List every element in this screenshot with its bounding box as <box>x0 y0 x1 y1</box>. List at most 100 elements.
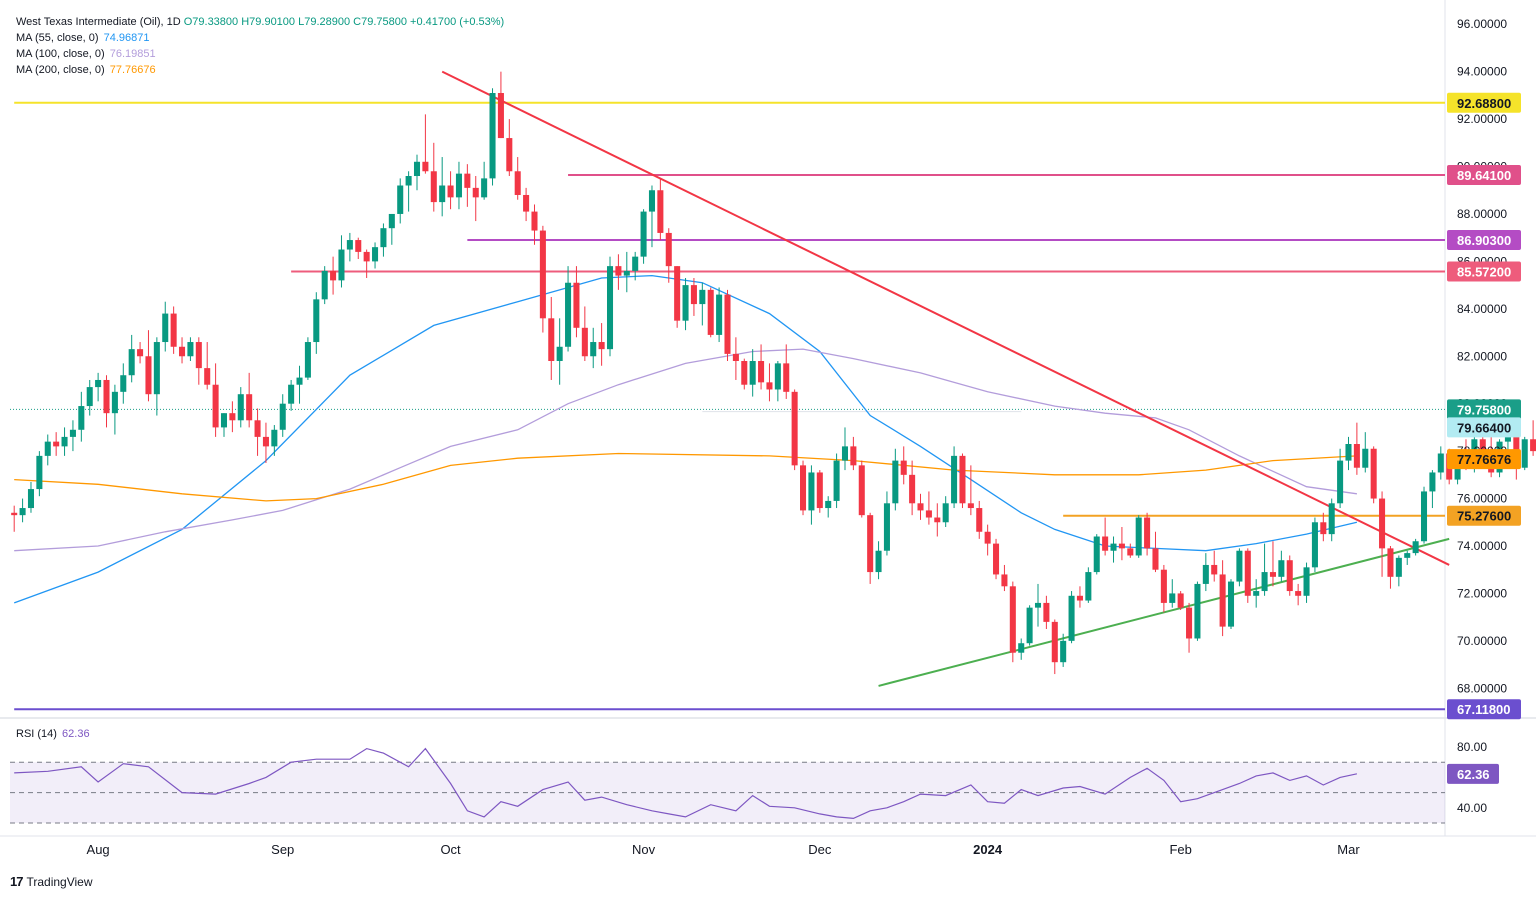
candle-body-120 <box>1018 643 1025 653</box>
candle-body-166 <box>1404 553 1411 558</box>
candle-body-56 <box>481 178 488 198</box>
level-label-5-bg <box>1447 699 1521 720</box>
candle-body-181 <box>1530 439 1536 452</box>
candle-body-42 <box>363 251 370 262</box>
candle-body-76 <box>648 190 655 212</box>
candle-body-13 <box>120 375 127 392</box>
candle-body-27 <box>237 394 244 421</box>
price-tick-12: 72.00000 <box>1457 586 1507 600</box>
candle-body-5 <box>53 441 60 447</box>
candle-body-28 <box>246 394 253 421</box>
level-label-0: 92.68800 <box>1457 96 1511 111</box>
candle-body-148 <box>1253 591 1260 596</box>
candle-body-31 <box>271 429 278 447</box>
price-tick-7: 82.00000 <box>1457 349 1507 363</box>
candle-body-132 <box>1118 543 1125 549</box>
candle-body-163 <box>1379 498 1386 549</box>
candle-body-67 <box>573 282 580 328</box>
candle-body-130 <box>1102 536 1109 551</box>
candle-body-175 <box>1479 439 1486 452</box>
ma55-value: 74.96871 <box>103 32 150 44</box>
candle-body-96 <box>816 472 823 509</box>
candles <box>11 71 1536 675</box>
candle-body-83 <box>707 289 714 335</box>
ohlc-values: O79.33800 H79.90100 L79.28900 C79.75800 … <box>183 16 505 28</box>
candle-body-60 <box>514 171 521 195</box>
candle-body-167 <box>1412 541 1419 554</box>
axis-label-0: 79.75800 <box>1457 402 1511 417</box>
candle-body-128 <box>1085 572 1092 601</box>
tradingview-brand[interactable]: 17 TradingView <box>10 874 93 889</box>
candle-body-115 <box>976 508 983 532</box>
candle-body-14 <box>128 349 135 376</box>
candle-body-41 <box>355 240 362 252</box>
candle-body-141 <box>1194 583 1201 639</box>
candle-body-170 <box>1437 453 1444 473</box>
candle-body-71 <box>606 266 614 350</box>
candle-body-135 <box>1144 517 1151 549</box>
candle-body-3 <box>36 455 43 490</box>
candle-body-107 <box>909 474 916 504</box>
price-axis[interactable]: 96.0000094.0000092.0000090.0000088.00000… <box>1447 17 1521 815</box>
candle-body-1 <box>19 508 26 516</box>
ma100-legend[interactable]: MA (100, close, 0) 76.19851 <box>16 48 156 60</box>
candle-body-160 <box>1353 444 1360 468</box>
rsi-tick-1: 40.00 <box>1457 801 1487 815</box>
candle-body-111 <box>942 503 949 523</box>
candle-body-143 <box>1211 564 1218 575</box>
candle-body-140 <box>1186 607 1193 639</box>
candle-body-85 <box>724 294 731 354</box>
candle-body-112 <box>951 455 958 504</box>
candle-body-118 <box>1001 574 1008 587</box>
candle-body-169 <box>1429 472 1436 492</box>
candle-body-0 <box>11 512 18 516</box>
candle-body-165 <box>1395 557 1402 577</box>
candle-body-124 <box>1051 621 1058 663</box>
candle-body-34 <box>296 377 303 385</box>
candle-body-65 <box>556 346 563 361</box>
candle-body-57 <box>489 93 496 179</box>
rsi-legend[interactable]: RSI (14) 62.36 <box>16 728 90 740</box>
candle-body-23 <box>204 368 211 385</box>
symbol-header: West Texas Intermediate (Oil), 1D O79.33… <box>16 16 504 28</box>
candle-body-87 <box>741 361 748 385</box>
ma55-legend[interactable]: MA (55, close, 0) 74.96871 <box>16 32 150 44</box>
candle-body-100 <box>850 446 857 466</box>
candle-body-104 <box>883 503 890 551</box>
axis-label-2-bg <box>1447 449 1521 470</box>
candle-body-15 <box>137 349 144 357</box>
price-tick-11: 74.00000 <box>1457 539 1507 553</box>
ma100-label: MA (100, close, 0) <box>16 48 105 60</box>
candle-body-52 <box>447 185 454 198</box>
candle-body-102 <box>867 515 874 573</box>
rsi-band-fill <box>10 762 1445 823</box>
candle-body-103 <box>875 550 882 573</box>
candle-body-35 <box>304 342 311 378</box>
candle-body-51 <box>439 185 446 203</box>
candle-body-40 <box>346 240 353 250</box>
candle-body-94 <box>800 465 807 511</box>
candle-body-9 <box>86 387 93 407</box>
axis-label-1: 79.66400 <box>1457 420 1511 435</box>
rsi-line <box>14 747 1358 820</box>
candle-body-172 <box>1454 460 1461 480</box>
level-label-2: 86.90300 <box>1457 233 1511 248</box>
candle-body-136 <box>1152 548 1159 570</box>
ma200-legend[interactable]: MA (200, close, 0) 77.76676 <box>16 64 156 76</box>
level-label-4-bg <box>1447 505 1521 526</box>
candle-body-180 <box>1521 439 1528 468</box>
horizontal-levels <box>10 101 1445 711</box>
candle-body-72 <box>615 266 622 276</box>
candle-body-147 <box>1244 550 1251 596</box>
candle-body-73 <box>623 270 630 276</box>
candle-body-47 <box>405 176 412 186</box>
time-axis[interactable]: Aug Sep Oct Nov Dec 2024 Feb Mar <box>87 842 1361 857</box>
candle-body-68 <box>581 327 588 357</box>
candle-body-62 <box>531 211 538 231</box>
candle-body-50 <box>430 171 437 203</box>
candle-body-11 <box>103 379 110 414</box>
candle-body-37 <box>321 270 328 300</box>
candle-body-92 <box>783 363 790 392</box>
candle-body-98 <box>833 460 840 501</box>
